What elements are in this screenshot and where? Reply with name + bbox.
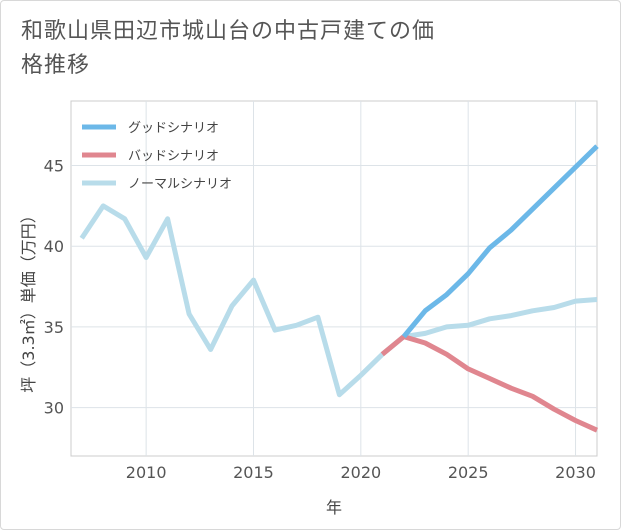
y-tick-35: 35	[44, 318, 64, 337]
series-lines	[79, 144, 599, 433]
y-tick-45: 45	[44, 157, 64, 176]
x-axis-label: 年	[326, 498, 342, 517]
chart-title: 和歌山県田辺市城山台の中古戸建ての価格推移	[21, 19, 436, 78]
legend-label-2: バッドシナリオ	[128, 149, 219, 164]
x-tick-2020: 2020	[340, 463, 381, 482]
y-tick-30: 30	[44, 399, 64, 418]
legend-label-3: ノーマルシナリオ	[128, 177, 232, 192]
y-tick-40: 40	[44, 237, 64, 256]
x-tick-2010: 2010	[126, 463, 167, 482]
series-line-2	[380, 334, 599, 433]
y-axis-label: 坪（3.3㎡）単価（万円）	[19, 207, 38, 392]
x-tick-labels: 2010 2015 2020 2025 2030	[126, 463, 596, 482]
series-line-1	[401, 144, 599, 339]
x-tick-2015: 2015	[233, 463, 274, 482]
plot-area-frame	[70, 100, 598, 457]
series-line-3	[79, 203, 598, 398]
x-tick-2030: 2030	[555, 463, 596, 482]
y-tick-labels: 30 35 40 45	[44, 157, 64, 418]
x-tick-2025: 2025	[448, 463, 489, 482]
legend-label-1: グッドシナリオ	[128, 121, 219, 136]
y-gridlines	[71, 165, 597, 409]
